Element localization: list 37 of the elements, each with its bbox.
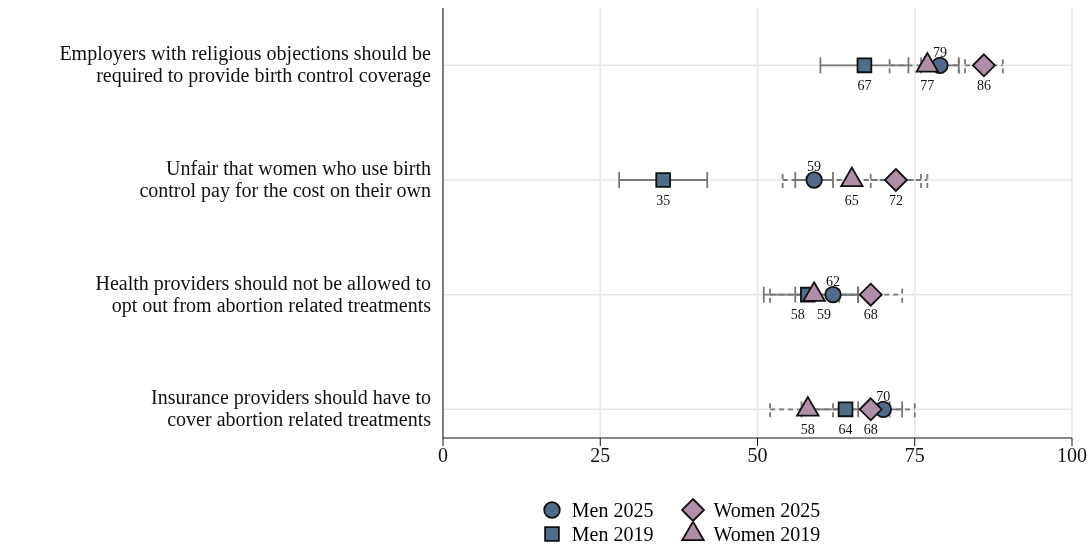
x-tick-label: 25	[590, 444, 611, 467]
y-tick-label: Health providers should not be allowed to opt out from abortion related treatments	[95, 271, 432, 317]
point	[655, 172, 671, 188]
data-label: 62	[825, 274, 840, 290]
point	[805, 171, 823, 189]
data-label: 72	[888, 192, 903, 208]
legend-label: Men 2025	[571, 498, 654, 522]
point	[883, 168, 908, 192]
data-label: 59	[807, 159, 822, 175]
x-tick-label: 100	[1057, 444, 1087, 467]
data-label: 35	[656, 192, 671, 208]
data-label: 65	[844, 192, 859, 208]
x-tick-label: 50	[747, 444, 768, 467]
data-label: 86	[976, 77, 991, 93]
data-label: 79	[932, 44, 947, 60]
data-label: 58	[800, 421, 815, 437]
data-label: 58	[790, 307, 805, 323]
legend-label: Men 2019	[571, 522, 654, 546]
legend-label: Women 2025	[713, 498, 821, 522]
point	[824, 286, 842, 304]
point	[856, 57, 873, 74]
y-tick-label: Insurance providers should have to cover abortion related treatments	[151, 386, 432, 431]
data-label: 64	[838, 421, 853, 437]
data-label: 68	[863, 421, 878, 437]
legend-label: Women 2019	[713, 522, 821, 546]
point	[837, 401, 854, 418]
point	[858, 282, 883, 307]
y-tick-label: Unfair that women who use birth control pay for the cost on their own	[139, 157, 431, 202]
data-label: 68	[863, 307, 878, 323]
data-label: 70	[876, 388, 891, 404]
y-tick-label: Employers with religious objections should be required to provide birth control coverage	[59, 42, 432, 88]
x-tick-label: 75	[904, 444, 925, 467]
data-label: 67	[857, 77, 872, 93]
point	[972, 53, 996, 78]
data-label: 59	[817, 307, 832, 323]
x-tick-label: 0	[438, 444, 448, 467]
data-label: 77	[920, 77, 935, 93]
